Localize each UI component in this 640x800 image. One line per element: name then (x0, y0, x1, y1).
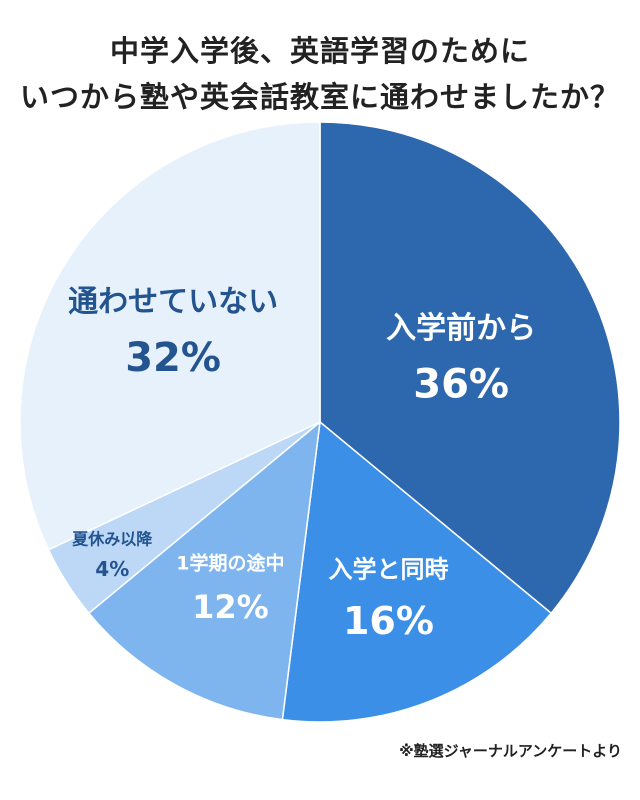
chart-title-line-1: 中学入学後、英語学習のために (109, 34, 530, 68)
slice-label-2: 入学と同時 (328, 555, 448, 583)
slice-label-4: 夏休み以降 (71, 529, 153, 548)
source-note: ※塾選ジャーナルアンケートより (399, 742, 622, 760)
pie-slice-2 (281, 420, 553, 723)
slice-label-1: 入学前から (386, 311, 536, 346)
pie-slice-5 (19, 121, 321, 551)
slice-value-2: 16% (343, 599, 434, 643)
chart-title: 中学入学後、英語学習のために いつから塾や英会話教室に通わせましたか？ (0, 28, 640, 120)
slice-label-3: 1学期の途中 (176, 552, 284, 575)
slice-value-5: 32% (125, 335, 221, 381)
slice-value-4: 4% (95, 557, 129, 581)
slice-value-1: 36% (413, 362, 509, 408)
chart-title-line-2: いつから塾や英会話教室に通わせましたか？ (19, 80, 620, 114)
slice-label-5: 通わせていない (68, 284, 278, 319)
pie-slice-1 (319, 121, 621, 615)
pie-slice-3 (87, 420, 321, 721)
slice-value-3: 12% (192, 588, 269, 626)
